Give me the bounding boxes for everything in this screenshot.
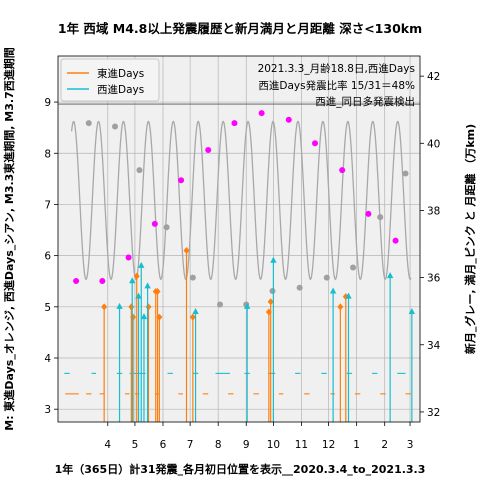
legend-label-west: 西進Days bbox=[97, 84, 144, 96]
x-tick-label: 6 bbox=[160, 439, 167, 451]
west-quake-marker bbox=[116, 302, 123, 309]
west-quake-marker bbox=[386, 272, 394, 279]
y-tick-label-left: 4 bbox=[44, 353, 51, 365]
west-quake-marker bbox=[243, 302, 251, 309]
full-moon-point bbox=[178, 177, 185, 184]
east-quake-marker bbox=[133, 272, 140, 280]
y-tick-label-left: 7 bbox=[44, 199, 51, 211]
moon-distance-line bbox=[70, 120, 412, 281]
x-tick-label: 12 bbox=[322, 439, 335, 451]
x-axis-label: 1年（365日）計31発震_各月初日位置を表示__2020.3.4_to_202… bbox=[55, 462, 426, 476]
full-moon-point bbox=[312, 140, 319, 147]
y-tick-label-left: 6 bbox=[44, 251, 51, 263]
full-moon-point bbox=[258, 110, 265, 117]
new-moon-point bbox=[402, 170, 409, 177]
legend: 東進Days 西進Days bbox=[60, 58, 160, 102]
x-tick-label: 11 bbox=[295, 439, 308, 451]
new-moon-point bbox=[216, 301, 223, 308]
new-moon-point bbox=[350, 264, 357, 271]
new-moon-point bbox=[377, 214, 384, 221]
east-quake-marker bbox=[183, 247, 190, 255]
earthquake-stems bbox=[101, 247, 416, 422]
east-quake-marker bbox=[101, 303, 108, 311]
new-moon-point bbox=[189, 274, 196, 281]
y-tick-label-right: 32 bbox=[427, 407, 440, 419]
y-tick-label-left: 5 bbox=[44, 302, 51, 314]
east-quake-marker bbox=[267, 298, 274, 306]
annotations: 2021.3.3_月齢18.8日,西進Days 西進Days発震比率 15/31… bbox=[258, 62, 415, 108]
west-quake-marker bbox=[138, 261, 145, 268]
new-moon-point bbox=[269, 288, 276, 295]
x-tick-label: 9 bbox=[243, 439, 250, 451]
full-moon-point bbox=[151, 220, 158, 227]
x-tick-label: 3 bbox=[407, 439, 414, 451]
chart-title: 1年 西域 M4.8以上発震履歴と新月満月と月距離 深さ<130km bbox=[58, 21, 422, 36]
west-quake-marker bbox=[345, 292, 352, 299]
west-quake-marker bbox=[192, 307, 199, 314]
annotation-date: 2021.3.3_月齢18.8日,西進Days bbox=[258, 62, 415, 75]
east-quake-marker bbox=[156, 313, 163, 321]
legend-box bbox=[60, 58, 160, 102]
west-quake-marker bbox=[129, 277, 136, 284]
west-quake-marker bbox=[329, 287, 337, 294]
east-quake-marker bbox=[154, 287, 161, 295]
y-axis-label-left: M: 東進Days_オレンジ, 西進Days_シアン, M3.3東進期間, M3… bbox=[2, 47, 16, 431]
full-moon-point bbox=[125, 254, 132, 261]
full-moon-point bbox=[392, 237, 399, 244]
plot-frame bbox=[57, 55, 421, 423]
full-moon-point bbox=[73, 277, 80, 284]
new-moon-point bbox=[136, 167, 143, 174]
new-moon-point bbox=[112, 123, 119, 130]
y-axis-label-right: 新月_グレー, 満月_ピンク と 月距離 （万km) bbox=[463, 124, 477, 354]
new-moon-point bbox=[163, 224, 170, 231]
moon-distance-layer bbox=[70, 120, 412, 281]
x-tick-label: 5 bbox=[132, 439, 139, 451]
y-tick-label-right: 42 bbox=[427, 71, 440, 83]
x-tick-label: 4 bbox=[104, 439, 111, 451]
west-quake-marker bbox=[135, 292, 142, 299]
legend-label-east: 東進Days bbox=[97, 67, 144, 80]
y-tick-label-left: 8 bbox=[44, 148, 51, 160]
annotation-ratio: 西進Days発震比率 15/31＝48% bbox=[258, 79, 415, 92]
y-tick-label-right: 36 bbox=[427, 273, 441, 285]
y-tick-label-right: 38 bbox=[427, 205, 440, 217]
x-tick-label: 10 bbox=[267, 439, 280, 451]
west-quake-marker bbox=[270, 256, 277, 263]
y-tick-label-left: 9 bbox=[44, 97, 51, 109]
full-moon-point bbox=[205, 147, 212, 154]
x-tick-label: 7 bbox=[187, 439, 194, 451]
new-moon-point bbox=[323, 274, 330, 281]
x-tick-label: 2 bbox=[381, 439, 388, 451]
y-tick-label-left: 3 bbox=[44, 404, 51, 416]
moon-phase-points bbox=[73, 110, 409, 308]
new-moon-point bbox=[85, 120, 92, 127]
full-moon-point bbox=[231, 120, 238, 127]
full-moon-point bbox=[285, 116, 292, 123]
full-moon-point bbox=[365, 210, 372, 217]
west-quake-marker bbox=[144, 282, 151, 289]
full-moon-point bbox=[339, 167, 346, 174]
x-tick-label: 8 bbox=[215, 439, 222, 451]
east-quake-marker bbox=[189, 313, 196, 321]
west-quake-marker bbox=[408, 307, 416, 314]
y-tick-label-right: 34 bbox=[427, 340, 441, 352]
x-tick-label: 1 bbox=[353, 439, 360, 451]
annotation-detect: 西進_同日多発震検出 bbox=[315, 95, 415, 108]
new-moon-point bbox=[296, 284, 303, 291]
y-tick-label-right: 40 bbox=[427, 138, 440, 150]
east-quake-marker bbox=[337, 303, 344, 311]
full-moon-point bbox=[99, 277, 106, 284]
plot-background bbox=[58, 56, 420, 422]
west-quake-marker bbox=[140, 313, 148, 320]
